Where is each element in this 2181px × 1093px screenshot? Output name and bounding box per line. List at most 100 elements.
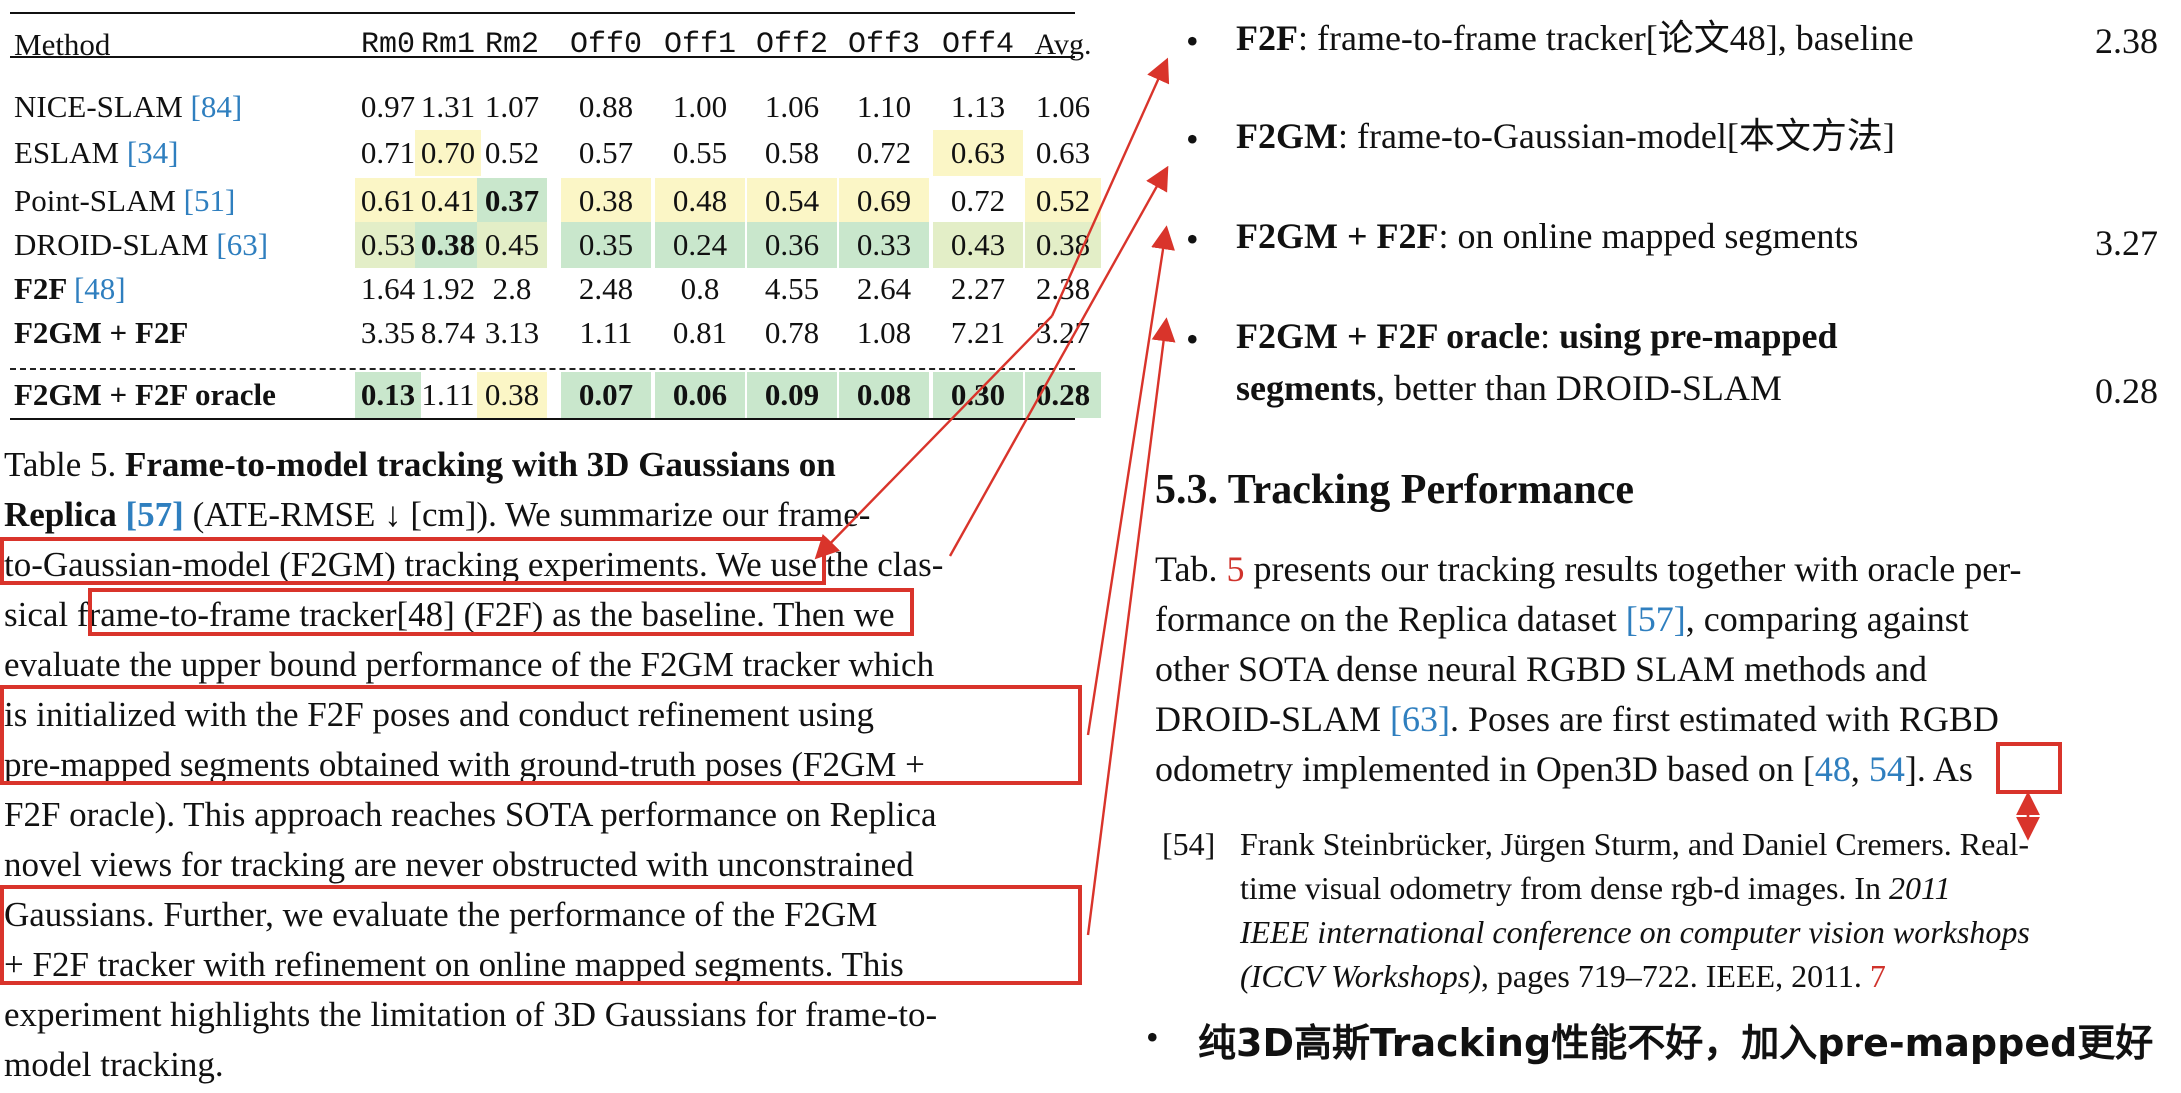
table-cell: 0.07 bbox=[561, 372, 651, 418]
paragraph-line: formance on the Replica dataset [57], co… bbox=[1155, 599, 1969, 639]
bullet-f2gm: F2GM: frame-to-Gaussian-model[本文方法] bbox=[1236, 110, 1895, 162]
column-header: Rm1 bbox=[420, 28, 475, 62]
table-cell: 1.08 bbox=[856, 315, 912, 350]
annotation-note: 纯3D高斯Tracking性能不好，加入pre-mapped更好 bbox=[1198, 1021, 2154, 1065]
table-cell: 0.52 bbox=[1025, 178, 1101, 224]
table-row: F2F [48] 1.64 1.92 2.8 2.48 0.8 4.55 2.64 2.27 2.… bbox=[0, 266, 1090, 312]
table-cell: 0.38 bbox=[561, 178, 651, 224]
bullet-desc: : on online mapped segments bbox=[1438, 216, 1859, 256]
table-dashed-rule bbox=[10, 368, 1075, 370]
bullet-term: F2F bbox=[1236, 18, 1298, 58]
bullet-value: 3.27 bbox=[2095, 223, 2158, 263]
bullet-desc-bold: using pre-mapped bbox=[1559, 316, 1838, 356]
table-cell: 0.55 bbox=[672, 135, 728, 170]
bullet-term: F2GM bbox=[1236, 116, 1338, 156]
column-header: Off4 bbox=[941, 28, 1014, 62]
reference-line: IEEE international conference on compute… bbox=[1240, 914, 2030, 950]
cite-48[interactable]: 48 bbox=[1814, 749, 1851, 789]
table-cell: 1.06 bbox=[764, 89, 820, 124]
table-cell: 0.09 bbox=[747, 372, 837, 418]
method-cite[interactable]: [48] bbox=[73, 271, 126, 306]
table-header-row: Method Rm0 Rm1 Rm2 Off0 Off1 Off2 Off3 Off4 Avg. bbox=[0, 22, 1091, 68]
table-cell: 0.38 bbox=[477, 372, 547, 418]
table-cell: 1.31 bbox=[420, 89, 476, 124]
caption-line: model tracking. bbox=[4, 1045, 224, 1084]
method-cite[interactable]: [63] bbox=[216, 227, 269, 262]
table-cell: 0.52 bbox=[484, 135, 540, 170]
caption-title: Frame-to-model tracking with 3D Gaussian… bbox=[124, 445, 836, 484]
table-cell: 0.43 bbox=[933, 222, 1023, 268]
reference-line: time visual odometry from dense rgb-d im… bbox=[1240, 870, 1951, 906]
caption-line: is initialized with the F2F poses and co… bbox=[4, 695, 874, 734]
method-cite[interactable]: [84] bbox=[190, 89, 243, 124]
table-cell: 0.38 bbox=[415, 222, 481, 268]
table-cell: 0.36 bbox=[747, 222, 837, 268]
table-cell: 1.07 bbox=[484, 89, 540, 124]
table-row: ESLAM [34] 0.71 0.70 0.52 0.57 0.55 0.58 0.72 0.… bbox=[0, 130, 1090, 176]
method-name: NICE-SLAM [84] bbox=[14, 89, 243, 124]
reference-line: (ICCV Workshops), pages 719–722. IEEE, 2… bbox=[1240, 958, 1886, 994]
bullet-dot: • bbox=[1186, 319, 1199, 359]
cite-57[interactable]: [57] bbox=[1625, 599, 1686, 639]
caption-line: evaluate the upper bound performance of … bbox=[4, 645, 935, 684]
table-cell: 2.8 bbox=[492, 271, 532, 306]
table-cell: 1.13 bbox=[950, 89, 1006, 124]
column-header: Rm2 bbox=[484, 28, 539, 62]
reference-line: Frank Steinbrücker, Jürgen Sturm, and Da… bbox=[1240, 826, 2030, 862]
page-backlink[interactable]: 7 bbox=[1869, 958, 1886, 994]
table-cell: 0.53 bbox=[355, 222, 421, 268]
table-cell: 0.37 bbox=[477, 178, 547, 224]
method-name: Point-SLAM [51] bbox=[14, 183, 236, 218]
bullet-desc: : frame-to-Gaussian-model[本文方法] bbox=[1337, 116, 1895, 156]
caption-line: experiment highlights the limitation of … bbox=[4, 995, 938, 1034]
table-cell: 1.10 bbox=[856, 89, 912, 124]
table-cell: 0.72 bbox=[950, 183, 1006, 218]
table-cell: 0.30 bbox=[933, 372, 1023, 418]
caption-text: (ATE-RMSE ↓ [cm]). We summarize our fram… bbox=[183, 495, 871, 534]
caption-line: novel views for tracking are never obstr… bbox=[4, 845, 914, 884]
caption-line: Gaussians. Further, we evaluate the perf… bbox=[4, 895, 878, 934]
cite-63[interactable]: [63] bbox=[1390, 699, 1450, 739]
table-link[interactable]: 5 bbox=[1226, 549, 1245, 589]
table-cell: 0.06 bbox=[655, 372, 745, 418]
method-cite[interactable]: [51] bbox=[183, 183, 236, 218]
table-cell: 0.13 bbox=[355, 372, 421, 418]
body-paragraph: Tab. 5 presents our tracking results tog… bbox=[1155, 544, 2135, 794]
table-cell: 0.58 bbox=[764, 135, 820, 170]
cite-54[interactable]: 54 bbox=[1868, 749, 1905, 789]
method-cite[interactable]: [34] bbox=[126, 135, 179, 170]
caption-line: sical frame-to-frame tracker[48] (F2F) a… bbox=[4, 595, 895, 634]
table-cell: 0.63 bbox=[1035, 135, 1091, 170]
table-cell: 1.92 bbox=[420, 271, 476, 306]
table-caption: Table 5. Frame-to-model tracking with 3D… bbox=[4, 440, 1080, 1090]
table-cell: 8.74 bbox=[420, 315, 476, 350]
table-cell: 2.64 bbox=[856, 271, 912, 306]
table-cell: 0.71 bbox=[360, 135, 416, 170]
table-cell: 0.72 bbox=[856, 135, 912, 170]
bullet-f2f: F2F: frame-to-frame tracker[论文48], basel… bbox=[1236, 12, 1914, 64]
bullet-desc: : frame-to-frame tracker[论文48], baseline bbox=[1297, 18, 1914, 58]
caption-line: F2F oracle). This approach reaches SOTA … bbox=[4, 795, 937, 834]
table-cell: 3.35 bbox=[360, 315, 416, 350]
table-cell: 0.41 bbox=[415, 178, 481, 224]
table-cell: 0.70 bbox=[415, 130, 481, 176]
highlight-box-online bbox=[0, 885, 1082, 985]
method-name: ESLAM [34] bbox=[14, 135, 179, 170]
table-cell: 0.45 bbox=[477, 222, 547, 268]
table-cell: 2.38 bbox=[1035, 271, 1091, 306]
column-header: Rm0 bbox=[360, 28, 415, 62]
table-cell: 0.28 bbox=[1025, 372, 1101, 418]
column-header: Method bbox=[14, 27, 111, 62]
section-heading: 5.3. Tracking Performance bbox=[1155, 467, 1635, 513]
caption-cite-57[interactable]: [57] bbox=[125, 495, 184, 534]
table-cell: 2.48 bbox=[578, 271, 634, 306]
arrow-oracle bbox=[1086, 317, 1176, 936]
bullet-term: F2GM + F2F oracle bbox=[1236, 316, 1541, 356]
table-cell: 1.00 bbox=[672, 89, 728, 124]
table-row: Point-SLAM [51] 0.61 0.41 0.37 0.38 0.48 0.54 0… bbox=[0, 178, 1101, 224]
column-header: Off2 bbox=[755, 28, 828, 62]
table-cell: 0.35 bbox=[561, 222, 651, 268]
highlight-box-f2gm bbox=[0, 537, 826, 585]
reference-label: [54] bbox=[1162, 826, 1216, 862]
